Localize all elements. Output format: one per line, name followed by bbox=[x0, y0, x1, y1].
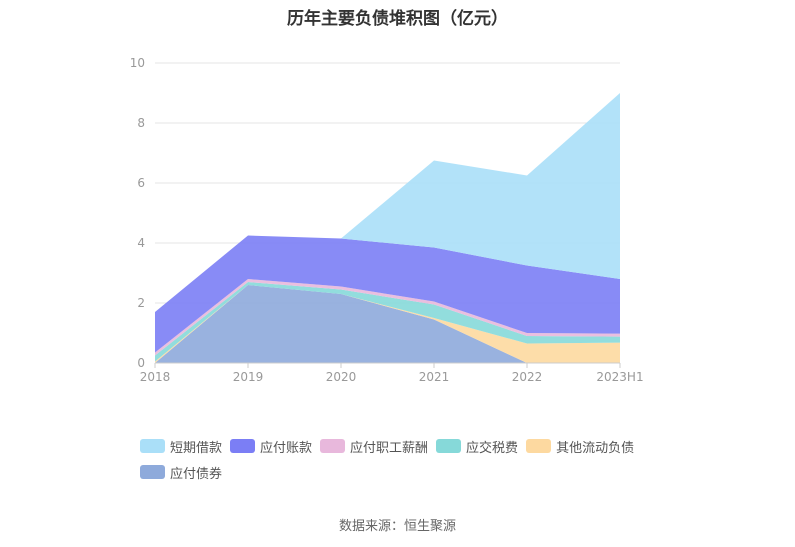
legend-label: 应交税费 bbox=[466, 440, 519, 456]
x-tick-label: 2020 bbox=[326, 370, 357, 384]
x-tick-label: 2019 bbox=[233, 370, 264, 384]
legend-swatch bbox=[436, 439, 462, 453]
y-tick-label: 0 bbox=[137, 356, 145, 370]
area-series-应付账款 bbox=[155, 235, 620, 353]
legend-swatch bbox=[140, 439, 165, 453]
area-series-应交税费 bbox=[155, 282, 620, 362]
legend-item[interactable]: 应付债券 bbox=[140, 464, 223, 482]
legend: 短期借款 应付账款 应付职工薪酬 应交税费 其他流动负债应付债券 bbox=[140, 438, 680, 490]
legend-swatch bbox=[526, 439, 552, 453]
legend-label: 应付职工薪酬 bbox=[350, 440, 429, 456]
axes: 0 2 4 6 8 10 2018 2019 2020 2021 2022 2023H1 bbox=[130, 56, 644, 384]
legend-swatch bbox=[140, 465, 165, 479]
y-tick-label: 4 bbox=[137, 236, 145, 250]
y-tick-label: 6 bbox=[137, 176, 145, 190]
legend-label: 应付债券 bbox=[170, 466, 223, 482]
area-series-其他流动负债 bbox=[155, 285, 620, 363]
chart-title: 历年主要负债堆积图（亿元） bbox=[287, 9, 508, 29]
y-tick-label: 8 bbox=[137, 116, 145, 130]
legend-label: 短期借款 bbox=[170, 440, 223, 456]
x-tick-label: 2018 bbox=[140, 370, 171, 384]
x-tick-label: 2022 bbox=[512, 370, 543, 384]
legend-label: 应付账款 bbox=[260, 440, 313, 456]
legend-swatch bbox=[320, 439, 346, 453]
area-series-应付职工薪酬 bbox=[155, 279, 620, 356]
y-tick-label: 2 bbox=[137, 296, 145, 310]
legend-item[interactable]: 短期借款 bbox=[140, 438, 223, 456]
x-tick-label: 2023H1 bbox=[596, 370, 643, 384]
legend-label: 其他流动负债 bbox=[556, 440, 635, 456]
legend-swatch bbox=[230, 439, 256, 453]
x-tick-label: 2021 bbox=[419, 370, 450, 384]
area-series-短期借款 bbox=[155, 93, 620, 312]
area-series-应付债券 bbox=[155, 285, 620, 363]
area-series bbox=[155, 93, 620, 363]
y-tick-label: 10 bbox=[130, 56, 145, 70]
legend-item[interactable]: 应交税费 bbox=[436, 438, 519, 456]
legend-item[interactable]: 应付账款 bbox=[230, 438, 313, 456]
legend-item[interactable]: 其他流动负债 bbox=[526, 438, 635, 456]
data-source: 数据来源：恒生聚源 bbox=[338, 519, 456, 534]
legend-item[interactable]: 应付职工薪酬 bbox=[320, 438, 429, 456]
